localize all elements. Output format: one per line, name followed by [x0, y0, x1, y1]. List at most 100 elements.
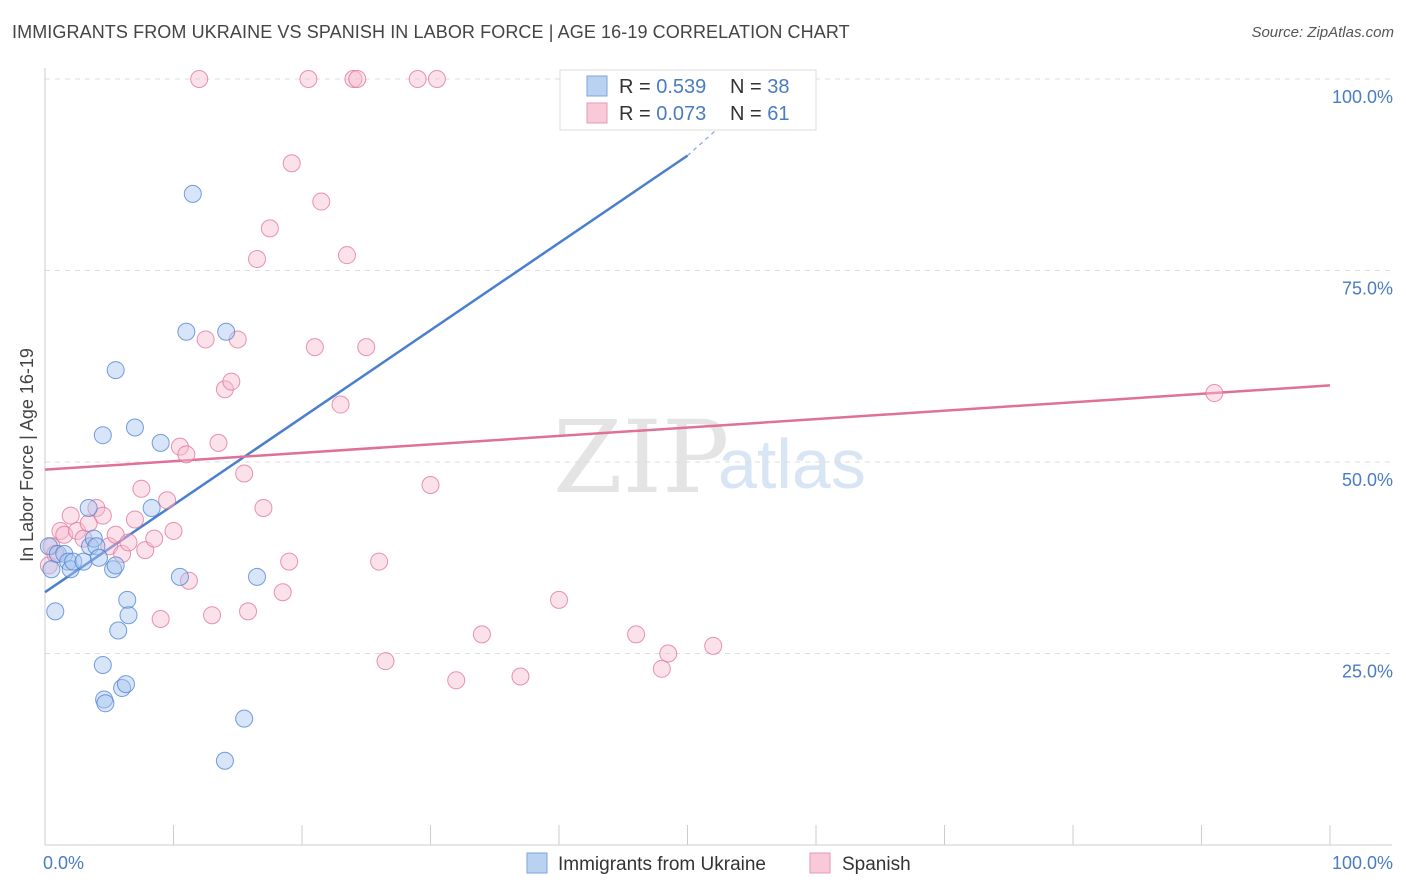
point-spanish [312, 192, 331, 211]
point-spanish [151, 610, 170, 629]
y-tick-label: 50.0% [1342, 470, 1393, 490]
point-ukraine [96, 694, 115, 713]
point-spanish [190, 70, 209, 88]
legend-n-value-ukraine: 38 [767, 76, 789, 98]
trend-line-0 [44, 154, 689, 594]
y-axis-label: In Labor Force | Age 16-19 [17, 348, 37, 562]
point-spanish [280, 552, 299, 571]
stats-legend: R = 0.539 N = 38 R = 0.073 N = 61 [559, 69, 817, 131]
point-spanish [145, 529, 164, 548]
point-ukraine [215, 751, 234, 770]
point-spanish [215, 380, 234, 399]
svg-text:N = 38: N = 38 [730, 76, 790, 98]
point-ukraine [39, 537, 58, 556]
point-spanish [87, 498, 106, 517]
point-spanish [1205, 384, 1224, 403]
series-legend-label-ukraine: Immigrants from Ukraine [558, 854, 766, 875]
point-ukraine [89, 548, 108, 567]
y-tick-label: 75.0% [1342, 279, 1393, 299]
point-spanish [357, 338, 376, 357]
point-spanish [61, 506, 80, 525]
svg-text:R = 0.539: R = 0.539 [619, 76, 706, 98]
point-spanish [273, 583, 292, 602]
point-ukraine [79, 498, 98, 517]
point-ukraine [93, 655, 112, 674]
point-spanish [348, 70, 367, 88]
data-points [39, 70, 1224, 770]
trend-lines [44, 109, 1331, 594]
watermark-atlas: atlas [718, 425, 866, 503]
point-ukraine [42, 560, 61, 579]
point-spanish [337, 246, 356, 265]
watermark-zip: ZIP [553, 399, 729, 516]
legend-n-value-spanish: 61 [767, 103, 789, 125]
trend-line-1 [44, 384, 1331, 471]
y-tick-label: 100.0% [1332, 87, 1393, 107]
point-spanish [659, 644, 678, 663]
point-spanish [158, 491, 177, 510]
point-spanish [704, 636, 723, 655]
point-ukraine [93, 426, 112, 445]
legend-r-label-ukraine: R = [619, 76, 656, 98]
point-spanish [209, 433, 228, 452]
series-legend-swatch-ukraine [526, 852, 548, 874]
point-ukraine [87, 537, 106, 556]
x-tick-label-min: 0.0% [43, 853, 84, 873]
point-ukraine [170, 567, 189, 586]
point-ukraine [48, 544, 67, 563]
point-spanish [472, 625, 491, 644]
point-spanish [408, 70, 427, 88]
series-legend-swatch-spanish [809, 852, 831, 874]
legend-r-value-ukraine: 0.539 [656, 76, 706, 98]
point-spanish [447, 671, 466, 690]
gridlines [45, 78, 1392, 654]
point-spanish [93, 506, 112, 525]
point-spanish [222, 372, 241, 391]
point-spanish [260, 219, 279, 238]
legend-r-value-spanish: 0.073 [656, 103, 706, 125]
point-ukraine [177, 322, 196, 341]
chart-title: IMMIGRANTS FROM UKRAINE VS SPANISH IN LA… [12, 22, 850, 42]
point-ukraine [74, 552, 93, 571]
point-spanish [305, 338, 324, 357]
legend-r-label-spanish: R = [619, 103, 656, 125]
point-ukraine [125, 418, 144, 437]
point-spanish [652, 659, 671, 678]
point-spanish [299, 70, 318, 88]
point-spanish [254, 498, 273, 517]
point-spanish [282, 154, 301, 173]
point-spanish [331, 395, 350, 414]
point-spanish [370, 552, 389, 571]
point-ukraine [235, 709, 254, 728]
legend-swatch-spanish [586, 102, 608, 124]
point-spanish [170, 437, 189, 456]
point-spanish [239, 602, 258, 621]
point-spanish [196, 330, 215, 349]
point-spanish [511, 667, 530, 686]
point-spanish [177, 445, 196, 464]
point-spanish [179, 571, 198, 590]
point-ukraine [217, 322, 236, 341]
y-tick-label: 25.0% [1342, 662, 1393, 682]
point-ukraine [106, 361, 125, 380]
point-ukraine [118, 590, 137, 609]
axes [44, 68, 1392, 846]
point-ukraine [116, 675, 135, 694]
point-spanish [235, 464, 254, 483]
y-tick-labels: 25.0% 50.0% 75.0% 100.0% [1332, 87, 1393, 682]
point-ukraine [248, 567, 267, 586]
point-spanish [248, 250, 267, 269]
point-ukraine [46, 602, 65, 621]
point-spanish [550, 590, 568, 609]
x-tick-label-max: 100.0% [1332, 853, 1393, 873]
point-spanish [427, 70, 446, 88]
svg-text:N = 61: N = 61 [730, 103, 790, 125]
legend-n-label-ukraine: N = [730, 76, 767, 98]
series-legend-label-spanish: Spanish [842, 854, 911, 875]
point-spanish [132, 479, 151, 498]
point-ukraine [142, 498, 161, 517]
series-legend: Immigrants from Ukraine Spanish [526, 852, 911, 875]
legend-n-label-spanish: N = [730, 103, 767, 125]
point-spanish [203, 606, 222, 625]
legend-swatch-ukraine [586, 75, 608, 97]
